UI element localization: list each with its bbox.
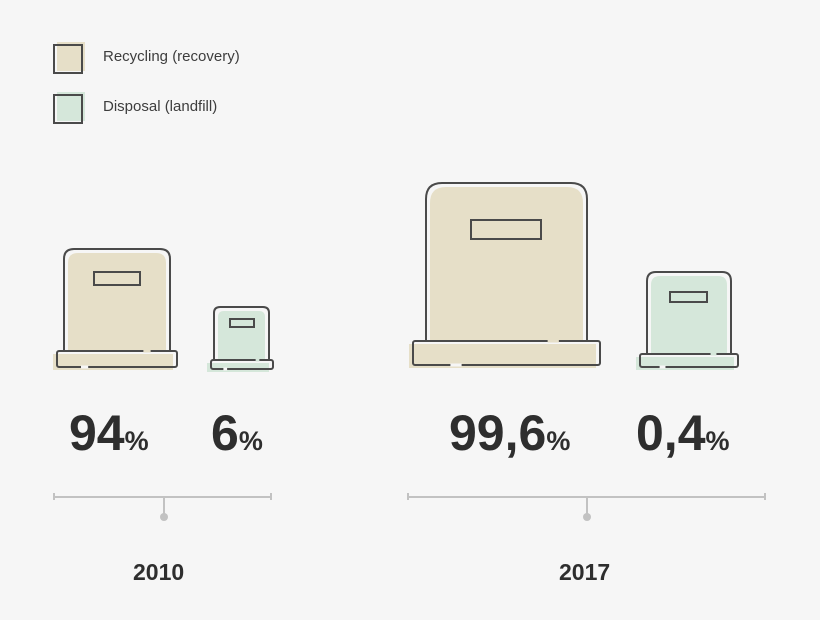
box-2017-disposal-base <box>639 353 739 368</box>
value-2010-recycling: 94 <box>69 405 125 461</box>
value-label-2017-recycling: 99,6% <box>449 408 570 458</box>
year-label-2010: 2010 <box>133 559 185 585</box>
legend-swatch-recycling <box>53 42 85 74</box>
box-2010-disposal-outline <box>213 306 270 360</box>
box-2010-disposal-base-fill <box>207 363 269 372</box>
box-2010-recycling-fill <box>68 253 166 351</box>
year-brackets <box>53 493 766 521</box>
legend-label-disposal: Disposal (landfill) <box>103 98 218 115</box>
storage-boxes <box>53 182 739 372</box>
unit-2017-recycling: % <box>546 426 571 456</box>
box-2017-disposal-fill <box>651 276 727 354</box>
value-label-2010-disposal: 6% <box>211 408 263 458</box>
unit-2010-recycling: % <box>124 426 149 456</box>
box-2010-recycling-base <box>56 350 178 368</box>
bracket-2017-dot <box>583 513 591 521</box>
box-2010-recycling-label-slot <box>93 271 141 286</box>
box-2017-recycling-outline <box>425 182 588 341</box>
box-2017-disposal-base-fill <box>636 357 734 370</box>
bracket-2010-dot <box>160 513 168 521</box>
value-2017-recycling: 99,6 <box>449 405 547 461</box>
value-2010-disposal: 6 <box>211 405 239 461</box>
unit-2017-disposal: % <box>705 426 730 456</box>
box-2017-recycling <box>409 182 601 368</box>
legend-swatch-disposal <box>53 92 85 124</box>
value-label-2017-disposal: 0,4% <box>636 408 730 458</box>
box-2010-recycling <box>53 248 178 370</box>
legend-label-recycling: Recycling (recovery) <box>103 48 240 65</box>
unit-2010-disposal: % <box>238 426 263 456</box>
box-2017-recycling-fill <box>430 187 583 341</box>
bracket-2010 <box>53 493 272 521</box>
value-2017-disposal: 0,4 <box>636 405 706 461</box>
box-2010-disposal-label-slot <box>229 318 255 328</box>
box-2017-disposal-outline <box>646 271 732 354</box>
box-2010-disposal <box>207 306 274 372</box>
year-label-2017: 2017 <box>559 559 611 585</box>
box-2010-disposal-base <box>210 359 274 370</box>
bracket-2017 <box>407 493 766 521</box>
box-2010-recycling-outline <box>63 248 171 351</box>
value-label-2010-recycling: 94% <box>69 408 149 458</box>
box-2017-disposal-label-slot <box>669 291 708 303</box>
box-2017-recycling-base <box>412 340 601 366</box>
box-2017-disposal <box>636 271 739 370</box>
box-2017-recycling-label-slot <box>470 219 542 240</box>
